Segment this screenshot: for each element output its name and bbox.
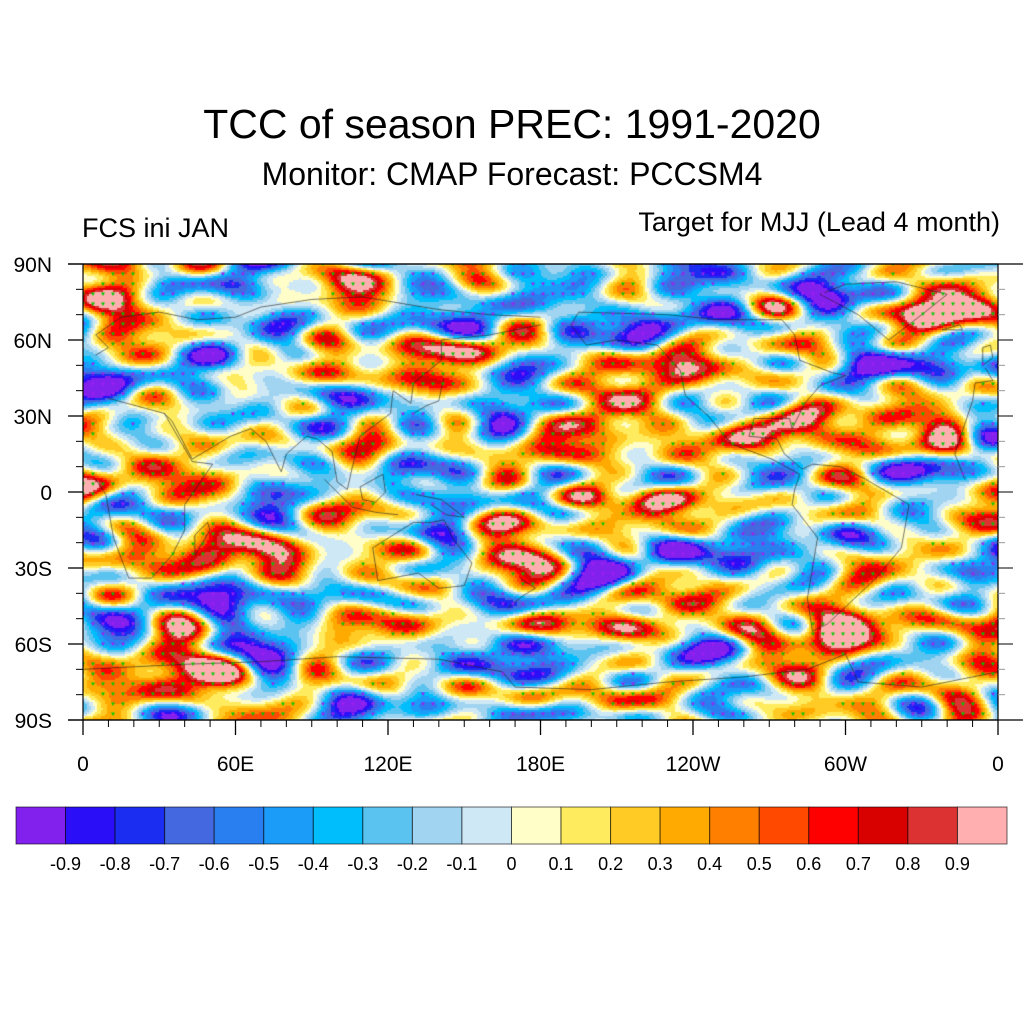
chart-title: TCC of season PREC: 1991-2020 — [203, 101, 821, 147]
colorbar-swatch — [213, 806, 265, 845]
colorbar-label: -0.8 — [100, 854, 131, 874]
colorbar-swatch — [461, 806, 513, 845]
target-season-label: Target for MJJ (Lead 4 month) — [638, 207, 1000, 237]
colorbar-label: -0.5 — [248, 854, 279, 874]
colorbar-label: 0.7 — [846, 854, 871, 874]
y-tick-label: 30S — [15, 558, 52, 581]
colorbar-swatch — [263, 806, 314, 845]
correlation-field — [83, 264, 998, 720]
colorbar-label: -0.4 — [298, 854, 329, 874]
colorbar-label: 0.9 — [945, 854, 970, 874]
colorbar-swatch — [857, 806, 909, 845]
colorbar-label: -0.1 — [446, 854, 477, 874]
colorbar-label: 0.3 — [648, 854, 673, 874]
x-axis: 0 60E 120E 180E 120W 60W 0 — [77, 720, 1004, 776]
colorbar-label: 0.6 — [796, 854, 821, 874]
colorbar-swatch — [560, 806, 612, 845]
colorbar-label: 0.8 — [895, 854, 920, 874]
map-plot-area — [83, 264, 998, 720]
colorbar-labels: -0.9 -0.8 -0.7 -0.6 -0.5 -0.4 -0.3 -0.2 -0.1 0 0.1… — [50, 854, 970, 874]
y-tick-label: 0 — [40, 482, 52, 505]
colorbar-label: -0.6 — [199, 854, 230, 874]
colorbar — [15, 806, 1008, 845]
colorbar-swatch — [362, 806, 413, 845]
colorbar-swatch — [758, 806, 810, 845]
colorbar-swatch — [15, 806, 67, 845]
y-tick-label: 90S — [15, 710, 52, 733]
x-tick-label: 60W — [824, 753, 867, 776]
y-tick-label: 30N — [13, 406, 52, 429]
colorbar-label: 0.4 — [697, 854, 722, 874]
colorbar-swatch — [411, 806, 463, 845]
y-tick-label: 60S — [15, 634, 52, 657]
x-tick-label: 120E — [363, 753, 412, 776]
colorbar-label: -0.2 — [397, 854, 428, 874]
colorbar-swatch — [65, 806, 116, 845]
colorbar-label: 0 — [506, 854, 516, 874]
colorbar-swatch — [312, 806, 364, 845]
colorbar-swatch — [511, 806, 562, 845]
y-tick-label: 60N — [13, 330, 52, 353]
x-tick-label: 0 — [77, 753, 89, 776]
y-tick-label: 90N — [13, 254, 52, 277]
colorbar-label: 0.1 — [549, 854, 574, 874]
colorbar-label: -0.9 — [50, 854, 81, 874]
colorbar-swatch — [907, 806, 958, 845]
x-tick-label: 0 — [992, 753, 1004, 776]
forecast-init-label: FCS ini JAN — [82, 213, 230, 243]
colorbar-swatch — [709, 806, 760, 845]
colorbar-swatch — [956, 806, 1008, 845]
x-tick-label: 120W — [666, 753, 721, 776]
x-tick-label: 60E — [217, 753, 254, 776]
colorbar-swatch — [164, 806, 215, 845]
chart-subtitle: Monitor: CMAP Forecast: PCCSM4 — [261, 156, 763, 192]
x-tick-label: 180E — [516, 753, 565, 776]
colorbar-swatch — [808, 806, 859, 845]
y-axis: 90N 60N 30N 0 30S 60S 90S — [13, 254, 1023, 733]
colorbar-swatch — [659, 806, 711, 845]
colorbar-label: -0.7 — [149, 854, 180, 874]
colorbar-label: 0.2 — [598, 854, 623, 874]
colorbar-swatch — [610, 806, 661, 845]
colorbar-label: 0.5 — [747, 854, 772, 874]
colorbar-swatch — [114, 806, 166, 845]
colorbar-label: -0.3 — [347, 854, 378, 874]
